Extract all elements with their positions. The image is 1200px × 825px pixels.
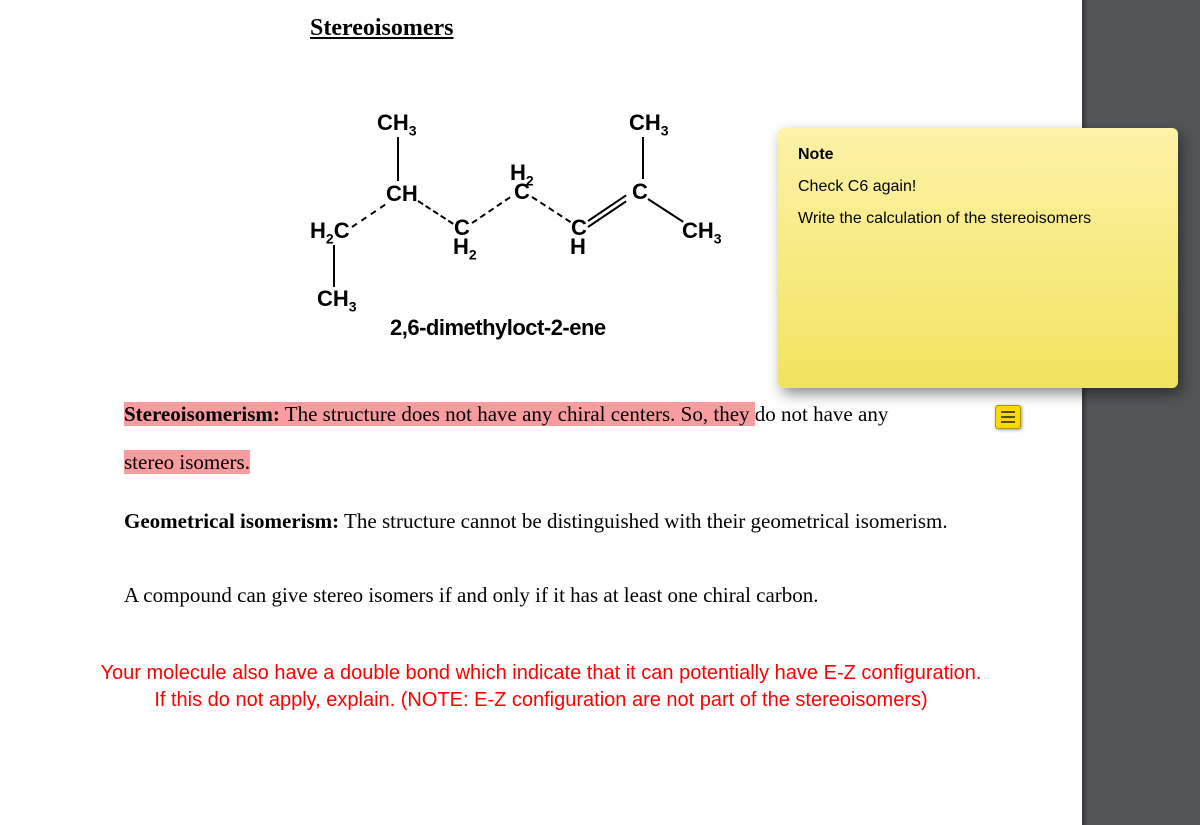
atom-label: CH <box>386 181 418 207</box>
stereo-text: The structure does not have any chiral c… <box>280 402 755 426</box>
bond <box>642 137 644 179</box>
atom-label: H <box>570 234 586 260</box>
atom-label: H2 <box>453 234 477 262</box>
sticky-note-line: Check C6 again! <box>798 178 1158 196</box>
molecule-diagram: CH3 CH3 H2C CH C H2 H2 C C H C <box>310 110 790 350</box>
atom-label: C <box>632 179 648 205</box>
sticky-note-title: Note <box>798 146 1158 164</box>
geom-text: The structure cannot be distinguished wi… <box>339 509 947 533</box>
bond <box>647 198 683 223</box>
bond <box>333 245 335 287</box>
bond <box>417 200 453 225</box>
atom-label: CH3 <box>629 110 669 138</box>
stereo-label: Stereoisomerism: <box>124 402 280 426</box>
rule-paragraph: A compound can give stereo isomers if an… <box>124 583 1022 608</box>
atom-label: CH3 <box>682 218 722 246</box>
sticky-note[interactable]: Note Check C6 again! Write the calculati… <box>778 128 1178 388</box>
atom-label: CH3 <box>377 110 417 138</box>
geom-label: Geometrical isomerism: <box>124 509 339 533</box>
sticky-note-line: Write the calculation of the stereoisome… <box>798 210 1158 228</box>
bond <box>587 194 626 221</box>
comment-icon[interactable] <box>995 405 1021 429</box>
bond <box>397 137 399 181</box>
reviewer-note: Your molecule also have a double bond wh… <box>0 660 1082 714</box>
document-page: Stereoisomers CH3 CH3 H2C CH C H2 H2 C C <box>0 0 1082 825</box>
bond <box>351 204 385 228</box>
atom-label: C <box>514 179 530 205</box>
reviewer-note-line: If this do not apply, explain. (NOTE: E-… <box>154 689 927 711</box>
atom-label: CH3 <box>317 286 357 314</box>
reviewer-note-line: Your molecule also have a double bond wh… <box>101 662 982 684</box>
stereo-text: stereo isomers. <box>124 450 250 474</box>
bond <box>587 200 626 227</box>
page-title: Stereoisomers <box>0 0 310 42</box>
bond <box>531 196 571 223</box>
page-shadow <box>1082 0 1088 825</box>
atom-label: H2C <box>310 218 350 246</box>
body-text: Stereoisomerism: The structure does not … <box>0 390 1082 608</box>
stereo-paragraph: Stereoisomerism: The structure does not … <box>124 390 1022 487</box>
compound-name: 2,6-dimethyloct-2-ene <box>390 315 606 341</box>
stereo-text: do not have any <box>755 402 889 426</box>
geom-paragraph: Geometrical isomerism: The structure can… <box>124 497 1022 545</box>
bond <box>471 196 510 223</box>
